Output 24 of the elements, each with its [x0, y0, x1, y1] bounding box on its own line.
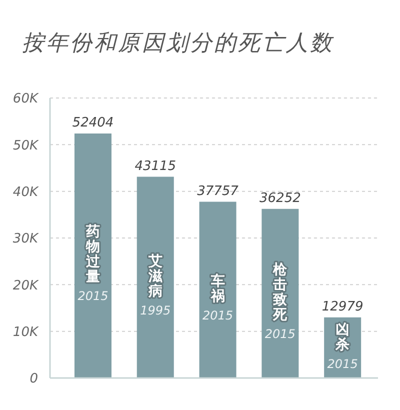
bar	[199, 202, 236, 378]
y-tick-label: 60K	[12, 92, 40, 107]
annotation: 2015	[264, 326, 296, 341]
y-tick-label: 40K	[12, 184, 40, 200]
y-tick-label: 10K	[12, 324, 40, 340]
x-tick-label: 药物过量	[84, 224, 101, 286]
data-label: 37757	[197, 184, 240, 199]
x-tick-label: 车祸	[210, 272, 225, 304]
data-label: 12979	[322, 299, 364, 314]
data-label: 52404	[72, 115, 114, 130]
y-tick-label: 20K	[12, 278, 40, 294]
annotation: 2015	[202, 308, 234, 322]
y-tick-label: 0	[30, 372, 38, 387]
annotation: 1995	[140, 303, 171, 318]
annotation: 2015	[78, 289, 108, 304]
x-tick-label: 枪击致死	[272, 262, 288, 323]
y-tick-label: 30K	[12, 232, 40, 247]
y-tick-label: 50K	[12, 138, 40, 154]
annotation: 2015	[327, 357, 358, 371]
chart-title: 按年份和原因划分的死亡人数	[22, 30, 334, 58]
x-tick-label: 凶杀	[334, 322, 350, 353]
x-tick-label: 艾滋病	[147, 253, 162, 300]
data-label: 43115	[134, 158, 176, 174]
data-label: 36252	[260, 190, 301, 206]
